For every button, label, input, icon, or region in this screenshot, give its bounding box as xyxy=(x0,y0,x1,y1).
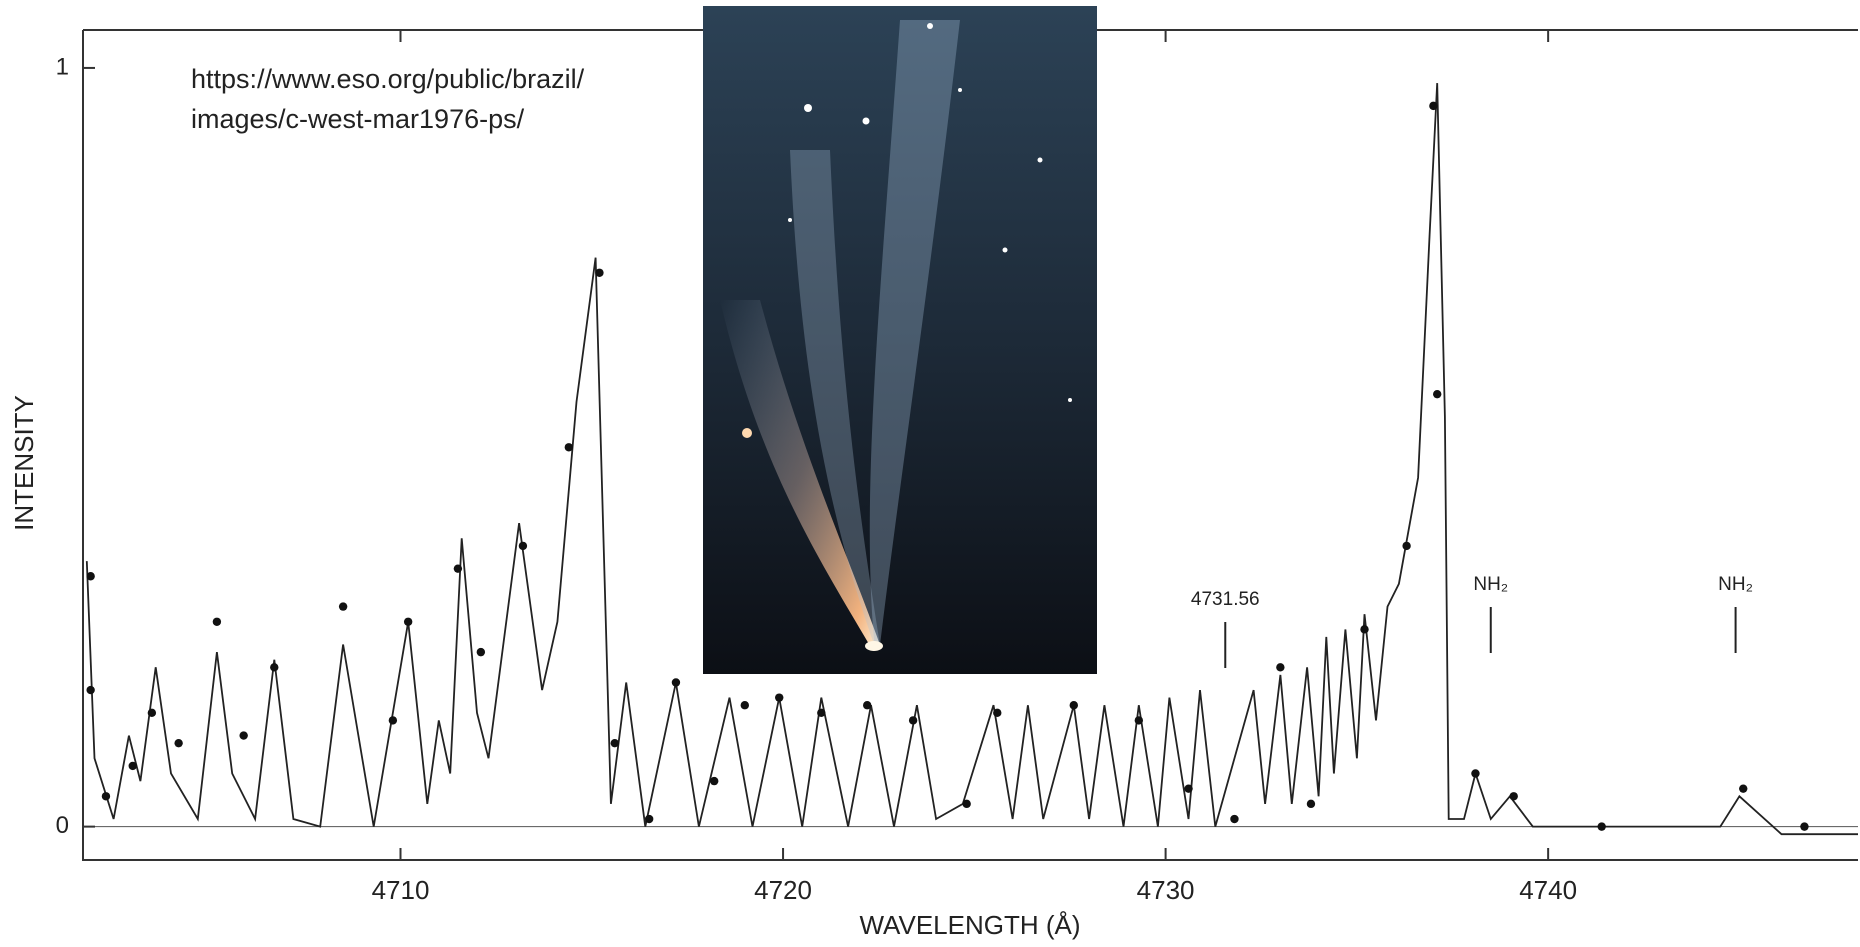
data-point xyxy=(147,708,157,718)
x-tick-label: 4720 xyxy=(754,875,812,905)
data-point xyxy=(1276,663,1285,672)
credit-line: images/c-west-mar1976-ps/ xyxy=(191,104,525,134)
data-point xyxy=(1402,541,1411,551)
data-point xyxy=(1134,716,1144,725)
credit-line: https://www.eso.org/public/brazil/ xyxy=(191,64,585,94)
annotation-label: NH₂ xyxy=(1718,574,1753,595)
data-point xyxy=(1429,101,1438,111)
x-tick-label: 4710 xyxy=(372,875,430,905)
data-point xyxy=(644,814,654,824)
data-point xyxy=(174,738,183,748)
annotation-label: 4731.56 xyxy=(1191,589,1260,610)
data-point xyxy=(403,617,413,626)
data-point xyxy=(1230,814,1239,824)
x-tick-label: 4730 xyxy=(1137,875,1195,905)
y-axis-label: INTENSITY xyxy=(9,395,39,531)
data-point xyxy=(740,701,749,710)
data-point xyxy=(1306,799,1316,809)
data-point xyxy=(610,738,619,748)
data-point xyxy=(453,564,463,573)
data-point xyxy=(476,647,486,657)
data-point xyxy=(338,602,348,611)
data-point xyxy=(564,443,574,452)
data-point xyxy=(1184,784,1193,793)
data-point xyxy=(817,708,826,718)
data-point xyxy=(86,572,95,581)
comet-photo xyxy=(703,6,1097,674)
data-point xyxy=(86,685,95,695)
plot-area: 4710 4720 4730 4740 0 1 4731.56 NH₂ NH₂ xyxy=(56,29,1858,905)
data-point xyxy=(993,708,1002,718)
data-point xyxy=(709,776,719,786)
x-axis-label: WAVELENGTH (Å) xyxy=(859,910,1080,940)
data-point xyxy=(1433,389,1442,399)
data-point xyxy=(1069,701,1078,710)
data-point xyxy=(212,617,222,626)
data-point xyxy=(239,731,248,740)
data-point xyxy=(1800,822,1809,831)
data-point xyxy=(518,541,528,551)
data-point xyxy=(595,268,604,277)
data-point xyxy=(1739,784,1748,793)
data-point xyxy=(101,792,111,801)
data-point xyxy=(1597,822,1606,831)
y-tick-label: 0 xyxy=(56,812,69,839)
y-tick-label: 1 xyxy=(56,53,69,80)
x-tick-label: 4740 xyxy=(1519,875,1577,905)
data-point xyxy=(962,799,971,809)
data-point xyxy=(863,701,872,710)
data-point xyxy=(671,678,681,687)
data-point xyxy=(128,761,137,771)
spectrum-line xyxy=(85,83,1858,836)
data-point xyxy=(1471,769,1480,778)
data-point xyxy=(388,716,398,725)
annotation-label: NH₂ xyxy=(1473,574,1508,595)
data-point xyxy=(775,693,784,702)
data-point xyxy=(1360,625,1369,634)
data-point xyxy=(1509,792,1518,801)
data-point xyxy=(908,716,918,725)
data-point xyxy=(270,663,279,672)
